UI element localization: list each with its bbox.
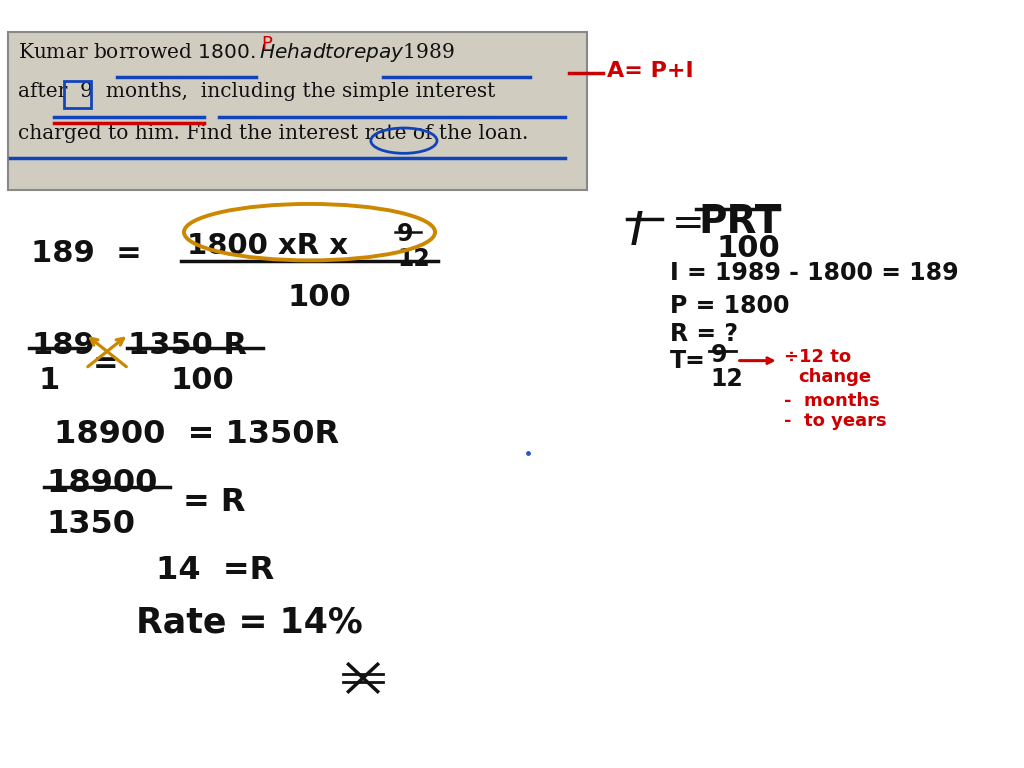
Text: charged to him. Find the interest rate of the loan.: charged to him. Find the interest rate o… — [17, 124, 528, 143]
Text: 9: 9 — [711, 343, 727, 367]
Text: ÷12 to: ÷12 to — [784, 348, 852, 366]
Text: -  to years: - to years — [784, 412, 887, 430]
Text: 1800 xR x: 1800 xR x — [186, 232, 348, 260]
Text: after  9  months,  including the simple interest: after 9 months, including the simple int… — [17, 82, 495, 101]
Text: 1350 R: 1350 R — [128, 332, 248, 360]
Text: 12: 12 — [711, 367, 743, 392]
Text: -  months: - months — [784, 392, 881, 410]
Text: T=: T= — [670, 349, 706, 373]
Text: 189  =: 189 = — [31, 239, 142, 268]
Text: Rate = 14%: Rate = 14% — [136, 606, 364, 640]
FancyBboxPatch shape — [8, 31, 587, 190]
Text: =: = — [672, 205, 705, 243]
Text: change: change — [798, 369, 871, 386]
Text: I: I — [630, 210, 644, 255]
Text: 100: 100 — [170, 366, 234, 395]
Text: P: P — [261, 35, 271, 52]
Text: 12: 12 — [397, 247, 430, 271]
Text: 100: 100 — [717, 234, 780, 263]
Text: I = 1989 - 1800 = 189: I = 1989 - 1800 = 189 — [670, 261, 958, 286]
Text: 9: 9 — [397, 223, 414, 247]
Text: 14  =R: 14 =R — [156, 555, 274, 586]
Text: 189: 189 — [31, 332, 95, 360]
Text: 18900: 18900 — [47, 468, 158, 498]
Text: A= P+I: A= P+I — [607, 61, 694, 81]
Text: PRT: PRT — [698, 203, 782, 241]
Text: 100: 100 — [287, 283, 351, 312]
Text: 1: 1 — [39, 366, 60, 395]
Text: = R: = R — [183, 487, 246, 518]
Text: =: = — [92, 349, 118, 378]
Text: P = 1800: P = 1800 — [670, 294, 790, 319]
Text: 1350: 1350 — [47, 508, 136, 540]
Text: R = ?: R = ? — [670, 322, 737, 346]
Text: 18900  = 1350R: 18900 = 1350R — [53, 419, 339, 450]
Text: Kumar borrowed $1800. He had to repay $1989: Kumar borrowed $1800. He had to repay $1… — [17, 41, 454, 65]
